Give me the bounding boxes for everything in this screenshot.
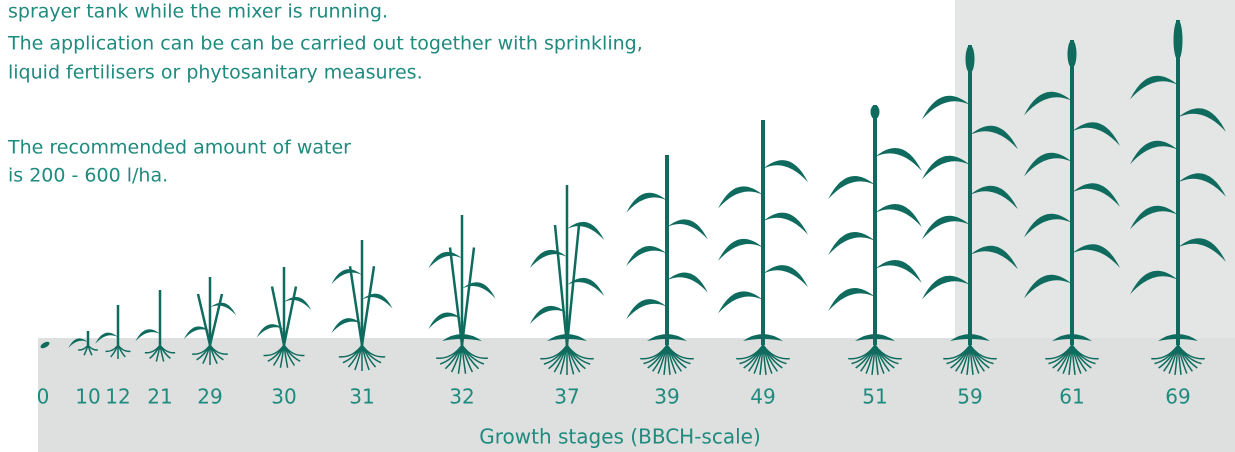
page: {"body": {"paragraphs": [ ["sprayer tank…	[0, 0, 1235, 452]
leaf	[626, 246, 667, 266]
leaf	[763, 213, 808, 235]
paragraph-line: is 200 - 600 l/ha.	[8, 165, 168, 187]
leaf	[284, 297, 311, 310]
stage-label: 37	[554, 385, 579, 409]
stage-label: 69	[1165, 385, 1190, 409]
leaf	[718, 186, 763, 208]
leaf	[362, 294, 393, 309]
leaf	[567, 222, 604, 240]
paragraph-line: liquid fertilisers or phytosanitary meas…	[8, 62, 423, 84]
leaf	[626, 299, 667, 319]
highlight-panel	[955, 0, 1235, 338]
stem	[272, 287, 284, 346]
stage-label: 49	[750, 385, 775, 409]
stem	[462, 248, 474, 346]
stage-label: 39	[654, 385, 679, 409]
stage-label: 61	[1059, 385, 1084, 409]
stage-label: 51	[862, 385, 887, 409]
leaf	[667, 273, 708, 293]
leaf	[530, 250, 567, 268]
stem	[350, 266, 362, 345]
stem	[210, 294, 222, 345]
ear	[1174, 20, 1183, 60]
leaf	[828, 232, 875, 255]
leaf	[428, 313, 462, 330]
stage-label: 0	[37, 385, 50, 409]
leaf	[667, 219, 708, 239]
ear	[871, 105, 880, 119]
stage-label: 12	[105, 385, 130, 409]
leaf	[875, 204, 922, 227]
stem	[567, 225, 579, 345]
stage-label: 31	[349, 385, 374, 409]
leaf	[718, 239, 763, 261]
leaf	[331, 269, 362, 284]
ear	[1068, 40, 1077, 68]
leaf	[763, 160, 808, 182]
leaf	[718, 291, 763, 313]
leaf	[428, 252, 462, 269]
diagram: Growth stages (BBCH-scale) sprayer tank …	[0, 0, 1235, 452]
leaf	[626, 193, 667, 213]
stage-label: 10	[75, 385, 100, 409]
stem	[362, 266, 374, 345]
stem	[284, 287, 296, 346]
stage-label: 29	[197, 385, 222, 409]
leaf	[828, 176, 875, 199]
leaf	[875, 260, 922, 283]
stem	[450, 248, 462, 346]
leaf	[763, 265, 808, 287]
paragraph-line: sprayer tank while the mixer is running.	[8, 1, 388, 23]
leaf	[530, 306, 567, 324]
ear	[966, 45, 975, 73]
leaf	[210, 303, 236, 316]
stage-label: 59	[957, 385, 982, 409]
paragraph-line: The application can be can be carried ou…	[7, 33, 643, 55]
stage-label: 21	[147, 385, 172, 409]
axis-caption: Growth stages (BBCH-scale)	[479, 425, 761, 449]
leaf	[828, 288, 875, 311]
stem	[555, 225, 567, 345]
paragraph-line: The recommended amount of water	[7, 137, 351, 159]
stage-label: 30	[271, 385, 296, 409]
stem	[198, 294, 210, 345]
stage-label: 32	[449, 385, 474, 409]
leaf	[875, 148, 922, 171]
